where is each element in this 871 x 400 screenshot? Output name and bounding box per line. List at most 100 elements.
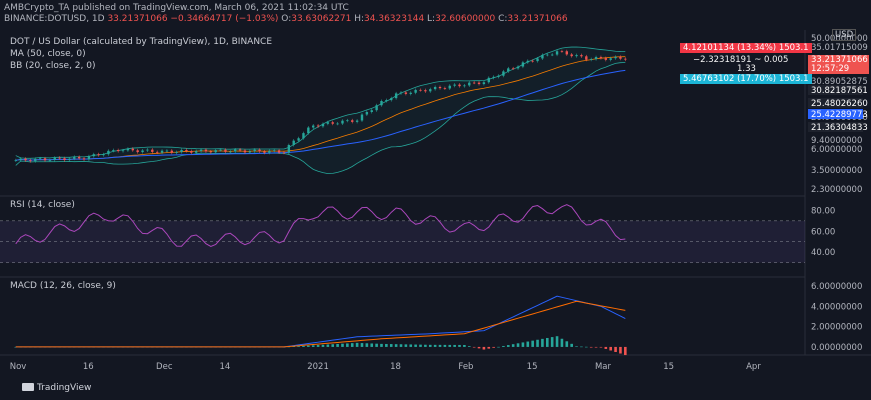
candle-body: [346, 120, 349, 122]
ohlc-line: BINANCE:DOTUSD, 1D 33.21371066 −0.346647…: [4, 14, 568, 24]
candle-body: [419, 89, 422, 91]
candle-body: [429, 89, 432, 92]
macd-histogram-bar: [414, 344, 417, 347]
macd-histogram-bar: [458, 344, 461, 347]
rsi-tick-label: 80.00: [811, 206, 835, 216]
macd-histogram-bar: [341, 343, 344, 347]
candle-body: [521, 62, 525, 67]
macd-histogram-bar: [541, 338, 544, 347]
candle-body: [307, 127, 310, 134]
candle-body: [336, 123, 339, 125]
candle-body: [316, 125, 320, 127]
price-tick-label: 3.50000000: [811, 166, 862, 176]
candle-body: [433, 86, 437, 90]
macd-histogram-bar: [536, 339, 539, 347]
candle-body: [341, 120, 344, 124]
macd-histogram-bar: [589, 346, 593, 348]
macd-histogram-bar: [370, 343, 374, 347]
macd-histogram-bar: [463, 344, 466, 347]
candle-body: [472, 82, 476, 84]
candle-body: [482, 82, 486, 85]
logo-icon: [22, 383, 34, 391]
x-tick-label: 2021: [307, 362, 329, 372]
candle-body: [531, 60, 534, 62]
candle-body: [385, 100, 388, 101]
x-tick-label: 14: [219, 362, 230, 372]
candle-body: [112, 150, 115, 151]
macd-histogram-bar: [355, 342, 359, 347]
candle-body: [229, 151, 232, 153]
candle-body: [589, 59, 593, 60]
price-line-label-bg: [808, 98, 863, 108]
price-line-label-bg: [808, 109, 863, 119]
macd-histogram-bar: [511, 344, 515, 347]
ma-line: [15, 69, 626, 161]
candle-body: [365, 112, 369, 115]
candle-body: [214, 150, 217, 153]
candle-body: [375, 105, 378, 111]
price-tick-label: 30.89052875: [811, 77, 868, 87]
candle-body: [565, 51, 569, 55]
macd-tick-label: 6.00000000: [811, 282, 862, 292]
candle-body: [331, 122, 334, 124]
candle-body: [619, 56, 622, 59]
candle-body: [297, 138, 300, 141]
candle-body: [43, 158, 47, 161]
macd-histogram-bar: [297, 346, 300, 347]
macd-histogram-bar: [570, 343, 573, 347]
candle-body: [19, 158, 22, 161]
macd-histogram-bar: [448, 344, 452, 347]
candle-body: [502, 71, 505, 76]
macd-histogram-bar: [467, 346, 471, 347]
rsi-panel: [0, 204, 805, 263]
macd-histogram-bar: [575, 346, 578, 347]
macd-histogram-bar: [550, 337, 554, 347]
tradingview-logo[interactable]: TradingView: [22, 383, 91, 393]
price-tick-label: 2.30000000: [811, 185, 862, 195]
candle-body: [326, 122, 330, 124]
macd-histogram-bar: [321, 344, 325, 347]
candle-body: [614, 56, 617, 59]
candle-body: [102, 154, 105, 156]
macd-histogram-bar: [443, 344, 447, 347]
rsi-legend: RSI (14, close): [10, 200, 75, 210]
candle-body: [238, 149, 242, 151]
macd-histogram-bar: [302, 345, 305, 347]
macd-histogram-bar: [609, 346, 612, 351]
candle-body: [92, 154, 95, 157]
candle-body: [268, 150, 271, 153]
candle-body: [63, 158, 66, 161]
candle-body: [492, 76, 495, 78]
candle-body: [536, 58, 539, 62]
candle-body: [68, 158, 71, 161]
candle-body: [448, 85, 451, 89]
candle-body: [53, 157, 56, 161]
candle-body: [458, 84, 461, 87]
candle-body: [575, 55, 578, 57]
macd-histogram-bar: [419, 344, 422, 347]
macd-histogram-bar: [326, 344, 330, 347]
candle-body: [355, 120, 359, 122]
macd-histogram-bar: [604, 346, 608, 349]
candle-body: [273, 150, 276, 152]
candle-body: [370, 110, 373, 113]
macd-tick-label: 2.00000000: [811, 323, 862, 333]
macd-tick-label: 4.00000000: [811, 302, 862, 312]
symbol: BINANCE:DOTUSD, 1D: [4, 14, 105, 24]
candle-body: [414, 89, 417, 93]
candle-body: [526, 60, 529, 63]
candle-body: [541, 54, 544, 59]
macd-histogram-bar: [531, 340, 534, 347]
candle-body: [560, 51, 564, 53]
macd-histogram-bar: [585, 346, 588, 348]
currency-label[interactable]: USD: [832, 29, 857, 41]
price-line-label-bg: [808, 122, 863, 132]
measure-range: −2.32318191 ~ 0.005: [693, 55, 789, 65]
macd-histogram-bar: [560, 338, 564, 347]
candle-body: [604, 58, 608, 60]
price-line-label: 25.48026260: [811, 99, 868, 109]
candle-body: [141, 150, 144, 153]
change: 33.21371066 −0.34664717 (−1.03%): [107, 14, 279, 24]
macd-histogram-bar: [545, 337, 549, 347]
chart-title: DOT / US Dollar (calculated by TradingVi…: [10, 37, 273, 47]
